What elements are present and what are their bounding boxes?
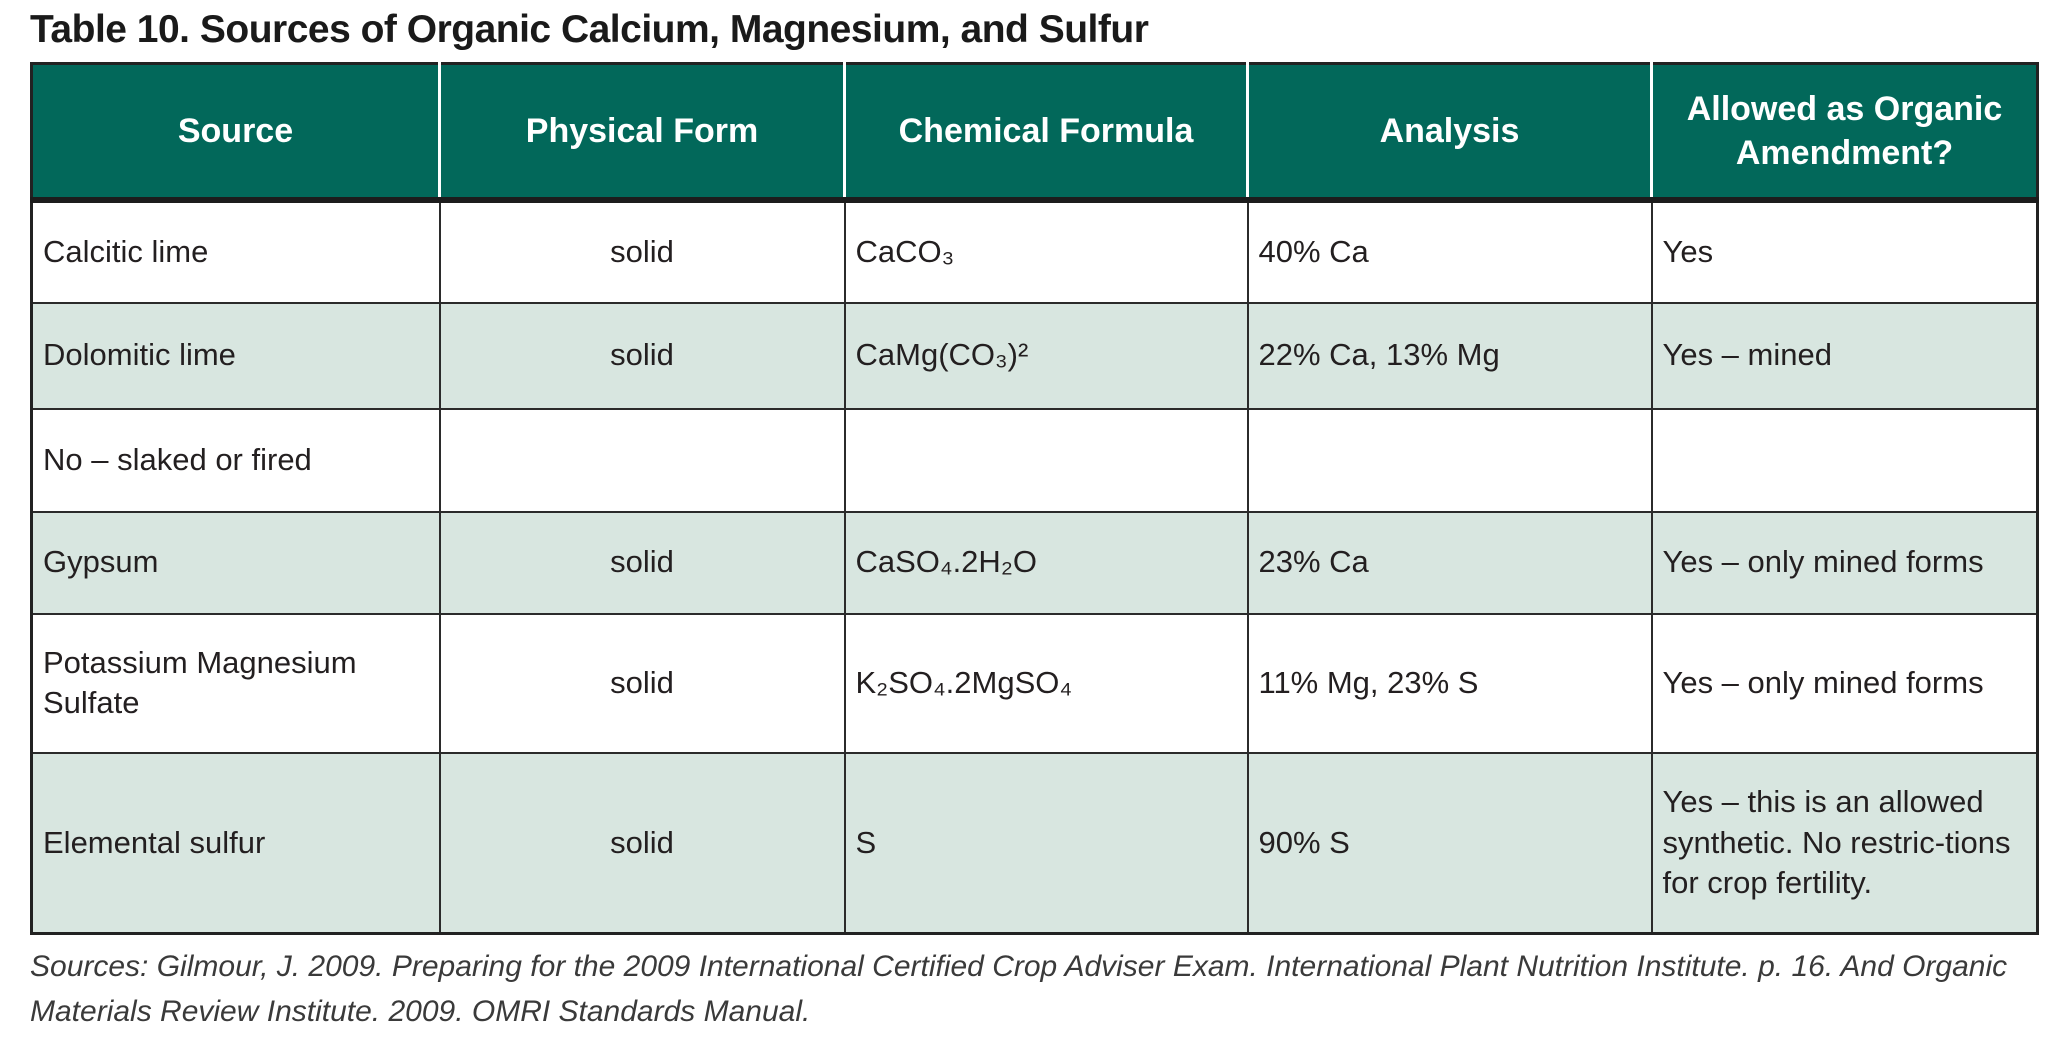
- cell-analysis: 40% Ca: [1246, 198, 1653, 304]
- table-row-potassium-magnesium-sulfate: Potassium Magnesium Sulfate solid K₂SO₄.…: [30, 612, 2039, 754]
- table-title: Table 10. Sources of Organic Calcium, Ma…: [30, 8, 1149, 51]
- col-header-physical-form: Physical Form: [439, 63, 846, 203]
- cell-physical-form: solid: [438, 198, 846, 304]
- cell-chemical-formula: S: [843, 751, 1249, 935]
- cell-chemical-formula: K₂SO₄.2MgSO₄: [843, 612, 1249, 754]
- header-row: Source Physical Form Chemical Formula An…: [31, 63, 2038, 203]
- cell-allowed: Yes – only mined forms: [1650, 510, 2039, 615]
- col-header-allowed: Allowed as Organic Amendment?: [1651, 63, 2038, 203]
- cell-chemical-formula: [843, 407, 1249, 513]
- cell-analysis: 11% Mg, 23% S: [1246, 612, 1653, 754]
- table-row-elemental-sulfur: Elemental sulfur solid S 90% S Yes – thi…: [30, 751, 2039, 935]
- table-row-dolomitic-lime: Dolomitic lime solid CaMg(CO₃)² 22% Ca, …: [30, 301, 2039, 410]
- cell-allowed: Yes – only mined forms: [1650, 612, 2039, 754]
- cell-physical-form: solid: [438, 301, 846, 410]
- table-row-calcitic-lime: Calcitic lime solid CaCO₃ 40% Ca Yes: [30, 198, 2039, 304]
- col-header-source: Source: [31, 63, 441, 203]
- cell-chemical-formula: CaMg(CO₃)²: [843, 301, 1249, 410]
- cell-physical-form: solid: [438, 751, 846, 935]
- table-row-no-slaked-or-fired: No – slaked or fired: [30, 407, 2039, 513]
- col-header-chemical-formula: Chemical Formula: [844, 63, 1249, 203]
- cell-analysis: 23% Ca: [1246, 510, 1653, 615]
- sources-note: Sources: Gilmour, J. 2009. Preparing for…: [30, 950, 2008, 1028]
- cell-physical-form: [438, 407, 846, 513]
- cell-physical-form: solid: [438, 510, 846, 615]
- cell-source: Dolomitic lime: [30, 301, 441, 410]
- cell-source: Gypsum: [30, 510, 441, 615]
- cell-allowed: Yes: [1650, 198, 2039, 304]
- cell-physical-form: solid: [438, 612, 846, 754]
- cell-source: Potassium Magnesium Sulfate: [30, 612, 441, 754]
- cell-allowed: Yes – mined: [1650, 301, 2039, 410]
- cell-analysis: [1246, 407, 1653, 513]
- cell-allowed: [1650, 407, 2039, 513]
- cell-source: Elemental sulfur: [30, 751, 441, 935]
- cell-analysis: 22% Ca, 13% Mg: [1246, 301, 1653, 410]
- col-header-analysis: Analysis: [1247, 63, 1653, 203]
- cell-source: No – slaked or fired: [30, 407, 441, 513]
- sources-of-organic-ca-mg-s-table: Source Physical Form Chemical Formula An…: [30, 62, 2039, 935]
- cell-source: Calcitic lime: [30, 198, 441, 304]
- cell-allowed: Yes – this is an allowed synthetic. No r…: [1650, 751, 2039, 935]
- cell-chemical-formula: CaSO₄.2H₂O: [843, 510, 1249, 615]
- cell-analysis: 90% S: [1246, 751, 1653, 935]
- cell-chemical-formula: CaCO₃: [843, 198, 1249, 304]
- table-row-gypsum: Gypsum solid CaSO₄.2H₂O 23% Ca Yes – onl…: [30, 510, 2039, 615]
